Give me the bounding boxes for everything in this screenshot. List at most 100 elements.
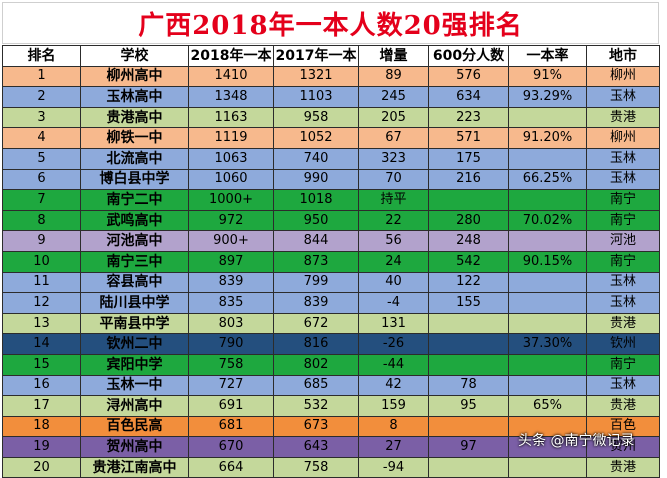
cell-2017: 873 bbox=[273, 250, 359, 273]
cell-increase: 323 bbox=[358, 147, 429, 170]
cell-2017: 990 bbox=[273, 168, 359, 191]
cell-rate bbox=[508, 189, 587, 211]
cell-2017: 672 bbox=[273, 312, 359, 335]
cell-2017: 643 bbox=[273, 436, 359, 458]
cell-2017: 685 bbox=[273, 374, 359, 397]
cell-2017: 839 bbox=[273, 292, 359, 314]
cell-increase: -4 bbox=[358, 292, 429, 314]
header-school: 学校 bbox=[80, 45, 189, 67]
cell-school: 百色民高 bbox=[80, 415, 189, 438]
cell-2018: 664 bbox=[188, 456, 274, 478]
cell-rank: 4 bbox=[2, 127, 81, 149]
cell-2018: 758 bbox=[188, 353, 274, 376]
cell-over600: 216 bbox=[428, 168, 509, 191]
cell-over600: 97 bbox=[428, 436, 509, 458]
cell-over600 bbox=[428, 189, 509, 211]
cell-increase: 40 bbox=[358, 271, 429, 294]
cell-rate bbox=[508, 353, 587, 376]
cell-rank: 1 bbox=[2, 65, 81, 88]
cell-rate bbox=[508, 106, 587, 129]
cell-school: 柳州高中 bbox=[80, 65, 189, 88]
cell-rate: 91.20% bbox=[508, 127, 587, 149]
table-row: 13 平南县中学 803 672 131 贵港 bbox=[2, 312, 660, 335]
table-row: 18 百色民高 681 673 8 百色 bbox=[2, 415, 660, 438]
cell-city: 玉林 bbox=[586, 292, 660, 314]
cell-rank: 17 bbox=[2, 395, 81, 417]
cell-city: 玉林 bbox=[586, 86, 660, 108]
header-2017: 2017年一本 bbox=[273, 45, 359, 67]
cell-2018: 972 bbox=[188, 209, 274, 232]
cell-rate: 66.25% bbox=[508, 168, 587, 191]
cell-increase: 131 bbox=[358, 312, 429, 335]
header-2018: 2018年一本 bbox=[188, 45, 274, 67]
cell-2018: 1119 bbox=[188, 127, 274, 149]
cell-school: 柳铁一中 bbox=[80, 127, 189, 149]
cell-2017: 1052 bbox=[273, 127, 359, 149]
cell-rank: 12 bbox=[2, 292, 81, 314]
cell-rate bbox=[508, 312, 587, 335]
cell-rank: 8 bbox=[2, 209, 81, 232]
cell-school: 贵港江南高中 bbox=[80, 456, 189, 478]
cell-school: 博白县中学 bbox=[80, 168, 189, 191]
cell-city: 柳州 bbox=[586, 65, 660, 88]
cell-2018: 1000+ bbox=[188, 189, 274, 211]
cell-2017: 758 bbox=[273, 456, 359, 478]
cell-increase: 205 bbox=[358, 106, 429, 129]
cell-increase: -44 bbox=[358, 353, 429, 376]
table-row: 10 南宁三中 897 873 24 542 90.15% 南宁 bbox=[2, 250, 660, 273]
cell-2018: 681 bbox=[188, 415, 274, 438]
header-row: 排名 学校 2018年一本 2017年一本 增量 600分人数 一本率 地市 bbox=[2, 45, 660, 67]
cell-over600 bbox=[428, 353, 509, 376]
header-city: 地市 bbox=[586, 45, 660, 67]
cell-2018: 727 bbox=[188, 374, 274, 397]
cell-rate bbox=[508, 456, 587, 478]
cell-increase: 42 bbox=[358, 374, 429, 397]
cell-school: 陆川县中学 bbox=[80, 292, 189, 314]
cell-2017: 958 bbox=[273, 106, 359, 129]
cell-over600: 542 bbox=[428, 250, 509, 273]
cell-2018: 803 bbox=[188, 312, 274, 335]
ranking-table: 排名 学校 2018年一本 2017年一本 增量 600分人数 一本率 地市 1… bbox=[2, 45, 660, 478]
cell-city: 南宁 bbox=[586, 189, 660, 211]
cell-over600: 223 bbox=[428, 106, 509, 129]
cell-school: 浔州高中 bbox=[80, 395, 189, 417]
cell-rate: 90.15% bbox=[508, 250, 587, 273]
cell-rank: 10 bbox=[2, 250, 81, 273]
cell-increase: -94 bbox=[358, 456, 429, 478]
header-rank: 排名 bbox=[2, 45, 81, 67]
cell-rank: 6 bbox=[2, 168, 81, 191]
cell-rank: 15 bbox=[2, 353, 81, 376]
cell-increase: 持平 bbox=[358, 189, 429, 211]
cell-city: 南宁 bbox=[586, 250, 660, 273]
cell-rate: 93.29% bbox=[508, 86, 587, 108]
cell-rank: 5 bbox=[2, 147, 81, 170]
cell-increase: 8 bbox=[358, 415, 429, 438]
table-row: 12 陆川县中学 835 839 -4 155 玉林 bbox=[2, 292, 660, 314]
cell-over600: 122 bbox=[428, 271, 509, 294]
cell-2017: 802 bbox=[273, 353, 359, 376]
cell-increase: 67 bbox=[358, 127, 429, 149]
table-row: 4 柳铁一中 1119 1052 67 571 91.20% 柳州 bbox=[2, 127, 660, 149]
cell-city: 玉林 bbox=[586, 271, 660, 294]
cell-over600 bbox=[428, 456, 509, 478]
cell-rank: 14 bbox=[2, 333, 81, 355]
cell-school: 钦州二中 bbox=[80, 333, 189, 355]
cell-rate bbox=[508, 374, 587, 397]
cell-city: 南宁 bbox=[586, 209, 660, 232]
cell-over600: 571 bbox=[428, 127, 509, 149]
cell-2018: 1163 bbox=[188, 106, 274, 129]
cell-2017: 844 bbox=[273, 230, 359, 252]
cell-2017: 1103 bbox=[273, 86, 359, 108]
table-row: 2 玉林高中 1348 1103 245 634 93.29% 玉林 bbox=[2, 86, 660, 108]
table-row: 8 武鸣高中 972 950 22 280 70.02% 南宁 bbox=[2, 209, 660, 232]
cell-2018: 897 bbox=[188, 250, 274, 273]
cell-rate: 70.02% bbox=[508, 209, 587, 232]
cell-city: 钦州 bbox=[586, 333, 660, 355]
table-row: 14 钦州二中 790 816 -26 37.30% 钦州 bbox=[2, 333, 660, 355]
table-row: 16 玉林一中 727 685 42 78 玉林 bbox=[2, 374, 660, 397]
cell-school: 容县高中 bbox=[80, 271, 189, 294]
cell-school: 南宁三中 bbox=[80, 250, 189, 273]
cell-2018: 691 bbox=[188, 395, 274, 417]
cell-rank: 16 bbox=[2, 374, 81, 397]
